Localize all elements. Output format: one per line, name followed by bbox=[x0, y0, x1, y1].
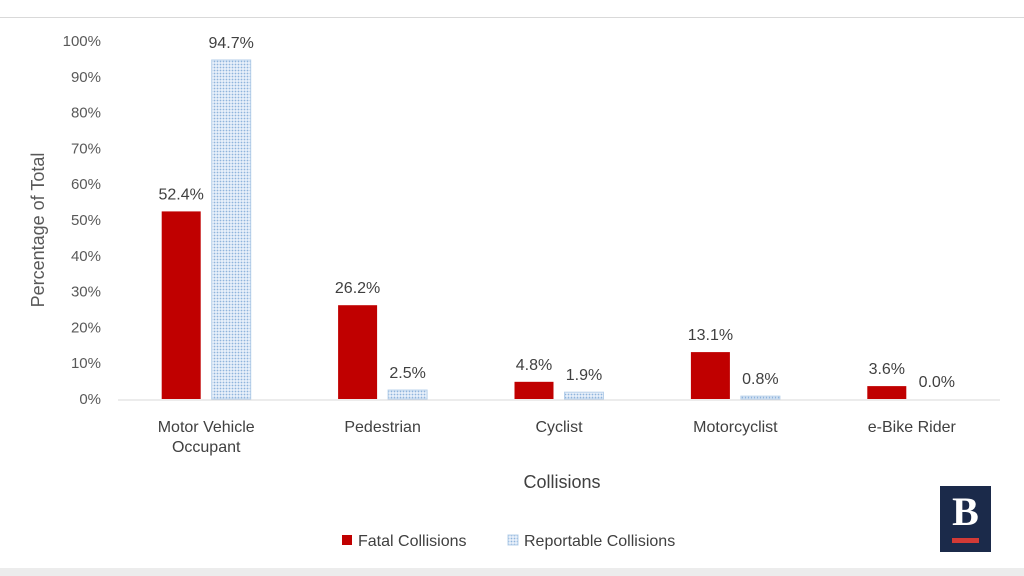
logo-letter: B bbox=[952, 489, 979, 534]
x-tick-label: Motor Vehicle bbox=[158, 419, 255, 436]
y-tick-label: 10% bbox=[71, 355, 101, 372]
brand-logo: B bbox=[940, 486, 991, 552]
top-divider bbox=[0, 17, 1024, 18]
y-tick-label: 50% bbox=[71, 212, 101, 229]
y-tick-label: 0% bbox=[79, 391, 101, 408]
y-tick-label: 80% bbox=[71, 105, 101, 122]
x-tick-label: Cyclist bbox=[535, 419, 583, 436]
y-tick-label: 40% bbox=[71, 248, 101, 265]
x-axis: Motor Vehicle Occupant Pedestrian Cyclist Mo… bbox=[118, 399, 1000, 492]
data-label: 1.9% bbox=[566, 367, 602, 384]
bottom-divider bbox=[0, 568, 1024, 576]
data-label: 4.8% bbox=[516, 357, 552, 374]
y-tick-label: 30% bbox=[71, 284, 101, 301]
legend-label: Reportable Collisions bbox=[524, 533, 675, 550]
data-label: 0.8% bbox=[742, 371, 778, 388]
y-tick-label: 70% bbox=[71, 140, 101, 157]
x-axis-title: Collisions bbox=[523, 472, 600, 492]
bar-fatal bbox=[867, 386, 907, 399]
y-tick-label: 90% bbox=[71, 69, 101, 86]
legend-swatch bbox=[507, 534, 519, 546]
bars-group: 52.4% 94.7% 26.2% 2.5% 4.8% 1.9% 13.1% 0.8% 3.6%… bbox=[159, 35, 955, 400]
data-label: 52.4% bbox=[159, 186, 204, 203]
legend-label: Fatal Collisions bbox=[358, 533, 466, 550]
data-label: 0.0% bbox=[919, 374, 955, 391]
y-tick-label: 20% bbox=[71, 319, 101, 336]
x-tick-label: e-Bike Rider bbox=[868, 419, 957, 436]
y-axis: 0% 10% 20% 30% 40% 50% 60% 70% 80% 90% 100% Percent… bbox=[28, 33, 101, 408]
data-label: 3.6% bbox=[869, 361, 905, 378]
bar-reportable bbox=[740, 395, 781, 400]
bar-reportable bbox=[211, 59, 252, 400]
bar-reportable bbox=[387, 389, 428, 400]
legend-swatch bbox=[342, 535, 352, 545]
data-label: 26.2% bbox=[335, 280, 380, 297]
bar-reportable bbox=[564, 391, 604, 400]
bar-fatal bbox=[338, 305, 378, 399]
logo-accent-bar bbox=[952, 538, 979, 543]
y-tick-label: 100% bbox=[63, 33, 101, 50]
x-tick-label: Occupant bbox=[172, 439, 241, 456]
data-label: 94.7% bbox=[209, 35, 254, 52]
data-label: 13.1% bbox=[688, 327, 733, 344]
bar-fatal bbox=[514, 381, 554, 399]
y-tick-label: 60% bbox=[71, 176, 101, 193]
data-label: 2.5% bbox=[389, 365, 425, 382]
y-axis-title: Percentage of Total bbox=[28, 153, 48, 308]
x-tick-label: Pedestrian bbox=[344, 419, 421, 436]
bar-fatal bbox=[161, 211, 201, 399]
bar-fatal bbox=[690, 352, 730, 399]
x-tick-label: Motorcyclist bbox=[693, 419, 778, 436]
legend: Fatal Collisions Reportable Collisions bbox=[342, 533, 675, 550]
